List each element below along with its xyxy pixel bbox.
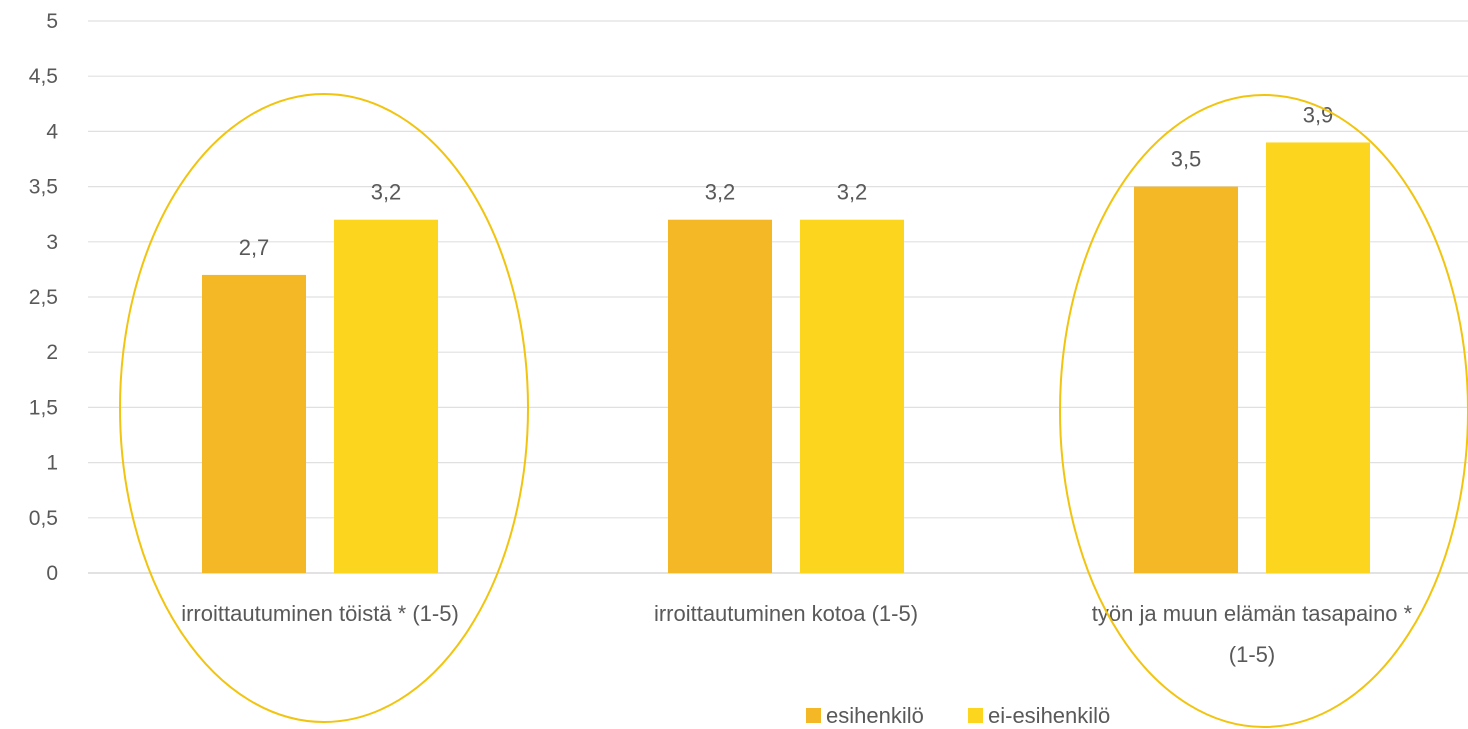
legend-label: esihenkilö [826, 703, 924, 728]
y-tick-label: 2 [46, 341, 58, 364]
bar-ei-esihenkilo [1266, 142, 1370, 573]
data-labels: 2,73,2 3,2 3,23,53,9 [239, 102, 1334, 259]
data-label: 3,2 [371, 180, 402, 205]
data-label: 2,7 [239, 235, 270, 260]
y-tick-label: 0 [46, 562, 58, 585]
y-tick-label: 2,5 [29, 286, 58, 309]
bars [202, 142, 1370, 573]
category-label: (1-5) [1229, 642, 1275, 667]
legend-swatch [968, 708, 983, 723]
data-label: 3,2 [705, 180, 736, 205]
legend-label: ei-esihenkilö [988, 703, 1110, 728]
bar-ei-esihenkilo [334, 219, 438, 573]
y-tick-label: 4 [46, 120, 58, 143]
y-tick-label: 5 [46, 10, 58, 33]
gridlines [88, 20, 1468, 574]
y-tick-label: 3 [46, 231, 58, 254]
data-label: 3,2 [837, 180, 868, 205]
y-tick-label: 1,5 [29, 396, 58, 419]
data-label: 3,5 [1171, 147, 1202, 172]
category-label: irroittautuminen töistä * (1-5) [181, 601, 459, 626]
legend: esihenkilö ei-esihenkilö [806, 703, 1110, 728]
bar-esihenkilo [202, 274, 306, 573]
highlight-ellipse [119, 93, 529, 723]
highlight-ellipses [119, 93, 1468, 728]
bar-ei-esihenkilo [800, 219, 904, 573]
y-tick-label: 1 [46, 452, 58, 475]
y-axis-tick-labels: 0 0,5 1 1,5 2 2,5 3 3,5 4 4,5 5 [29, 10, 59, 585]
bar-esihenkilo [668, 219, 772, 573]
y-tick-label: 3,5 [29, 176, 58, 199]
category-label: työn ja muun elämän tasapaino * [1092, 601, 1413, 626]
category-label: irroittautuminen kotoa (1-5) [654, 601, 918, 626]
bar-esihenkilo [1134, 186, 1238, 573]
y-tick-label: 4,5 [29, 65, 58, 88]
y-tick-label: 0,5 [29, 507, 58, 530]
x-axis-category-labels: irroittautuminen töistä * (1-5) irroittau… [181, 601, 1412, 667]
legend-swatch [806, 708, 821, 723]
highlight-ellipse [1059, 94, 1468, 728]
